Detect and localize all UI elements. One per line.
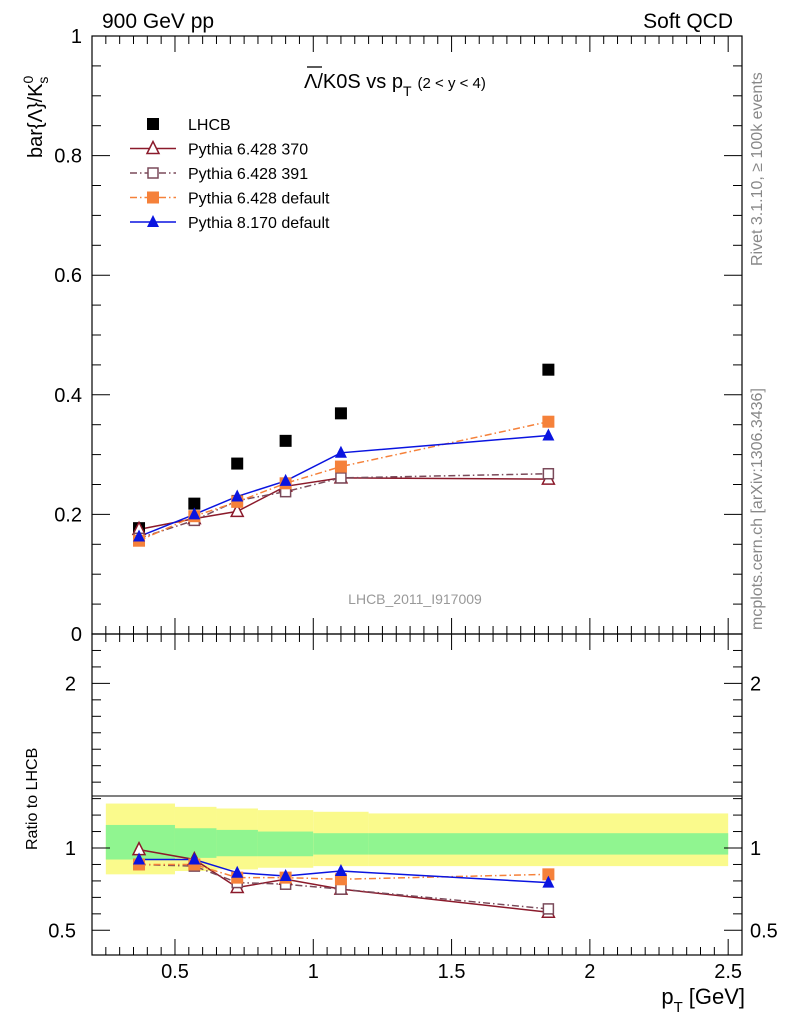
main-line-pythia6_default [138, 420, 549, 542]
main-point-data [188, 497, 201, 510]
plot-title-sub: T [403, 83, 412, 99]
ratio-y-tick-label-right: 1 [750, 838, 761, 860]
main-y-label-sub: s [35, 77, 51, 84]
main-point-pythia8_default [334, 445, 347, 458]
ratio-series [131, 840, 556, 918]
ratio-y-tick-label-right: 0.5 [750, 920, 778, 942]
main-y-axis-label: bar{Λ}/K0s [20, 75, 51, 158]
plot-title-main: Λ/K0S vs p [304, 71, 403, 93]
ratio-point-pythia8_default [542, 875, 555, 888]
x-label-sub: T [674, 999, 683, 1016]
legend-marker-pythia6_default [147, 191, 159, 204]
header-right: Soft QCD [643, 10, 733, 33]
main-y-tick-label: 0 [71, 624, 82, 646]
band-inner [257, 831, 314, 857]
band-inner [216, 829, 258, 857]
x-axis-label: pT [GeV] [661, 984, 745, 1016]
ratio-plot-frame [91, 633, 743, 956]
ratio-line-pythia6_default [139, 863, 549, 881]
x-tick-label: 1.5 [438, 961, 466, 983]
ratio-point-pythia6_default [334, 873, 347, 886]
main-point-pythia6_default [542, 415, 555, 428]
plot-title-range: (2 < y < 4) [418, 75, 486, 92]
ratio-point-pythia8_default [334, 864, 347, 877]
ratio-y-tick-label: 2 [65, 673, 76, 695]
main-point-pythia8_default [279, 473, 292, 486]
legend-label-pythia6_391: Pythia 6.428 391 [188, 166, 308, 183]
ratio-point-pythia8_default [279, 868, 292, 881]
ratio-uncertainty-bands [105, 803, 729, 875]
ratio-line-pythia6_370 [138, 848, 549, 913]
x-tick-label: 0.5 [161, 961, 189, 983]
main-point-pythia6_370 [229, 502, 245, 518]
band-inner [368, 833, 729, 855]
legend-label-pythia6_default: Pythia 6.428 default [188, 191, 330, 208]
main-y-tick-label: 0.8 [54, 146, 82, 168]
ratio-line-pythia8_default [139, 858, 549, 884]
ratio-point-pythia8_default [231, 865, 244, 878]
x-label-text: p [661, 984, 673, 1009]
legend-marker-data [147, 118, 159, 130]
mcplots-label: mcplots.cern.ch [arXiv:1306.3436] [749, 388, 766, 630]
band-inner [313, 833, 369, 855]
main-y-tick-label: 0.6 [54, 265, 82, 287]
ratio-point-pythia6_default [542, 868, 555, 881]
ratio-y-tick-label: 0.5 [48, 920, 76, 942]
legend-label-pythia6_370: Pythia 6.428 370 [188, 142, 308, 159]
header-left: 900 GeV pp [102, 10, 214, 33]
main-y-tick-label: 0.4 [54, 385, 82, 407]
analysis-watermark: LHCB_2011_I917009 [348, 591, 482, 607]
main-point-data [231, 457, 244, 470]
main-point-pythia6_391 [335, 472, 347, 484]
plot-title: Λ/K0S vs pT (2 < y < 4) [304, 71, 486, 99]
main-series [131, 363, 556, 547]
main-line-pythia8_default [138, 434, 549, 538]
main-y-label-text: bar{Λ}/K [25, 83, 47, 158]
main-point-pythia6_391 [542, 467, 555, 480]
axis-ticks: 0 0.2 0.4 0.6 0.8 1 0.5 0.5 1 1 2 2 0.5 1 1.5 2 2.5 [48, 26, 778, 983]
main-y-label-sup: 0 [20, 75, 36, 83]
ratio-point-pythia6_391 [542, 903, 555, 915]
legend-marker-pythia6_370 [145, 139, 161, 155]
ratio-line-pythia6_391 [138, 863, 549, 910]
main-point-pythia8_default [231, 489, 244, 502]
main-point-data [542, 363, 555, 376]
main-line-pythia6_391 [138, 472, 549, 540]
ratio-y-tick-label-right: 2 [750, 673, 761, 695]
main-y-tick-label: 0.2 [54, 504, 82, 526]
legend: LHCB Pythia 6.428 370 Pythia 6.428 391 Pyth… [130, 117, 330, 232]
main-point-pythia8_default [133, 529, 146, 542]
main-point-data [334, 407, 347, 420]
main-point-pythia6_default [334, 460, 347, 473]
main-y-tick-label: 1 [71, 26, 82, 48]
legend-label-data: LHCB [188, 117, 231, 134]
band-inner [174, 828, 217, 858]
x-tick-label: 2.5 [714, 961, 742, 983]
ratio-point-pythia6_391 [335, 883, 347, 895]
main-line-pythia6_370 [138, 477, 549, 531]
ratio-point-pythia8_default [133, 852, 146, 865]
x-label-unit: [GeV] [689, 984, 745, 1009]
x-tick-label: 1 [308, 961, 319, 983]
ratio-y-tick-label: 1 [65, 838, 76, 860]
x-tick-label: 2 [584, 961, 595, 983]
main-point-data [279, 434, 292, 447]
rivet-label: Rivet 3.1.10, ≥ 100k events [749, 72, 766, 266]
legend-marker-pythia8_default [147, 215, 159, 227]
legend-marker-pythia6_391 [147, 167, 159, 179]
legend-label-pythia8_default: Pythia 8.170 default [188, 215, 330, 232]
main-point-pythia8_default [188, 507, 201, 520]
ratio-point-pythia8_default [188, 852, 201, 865]
main-point-pythia8_default [542, 428, 555, 441]
ratio-y-axis-label: Ratio to LHCB [24, 748, 41, 850]
